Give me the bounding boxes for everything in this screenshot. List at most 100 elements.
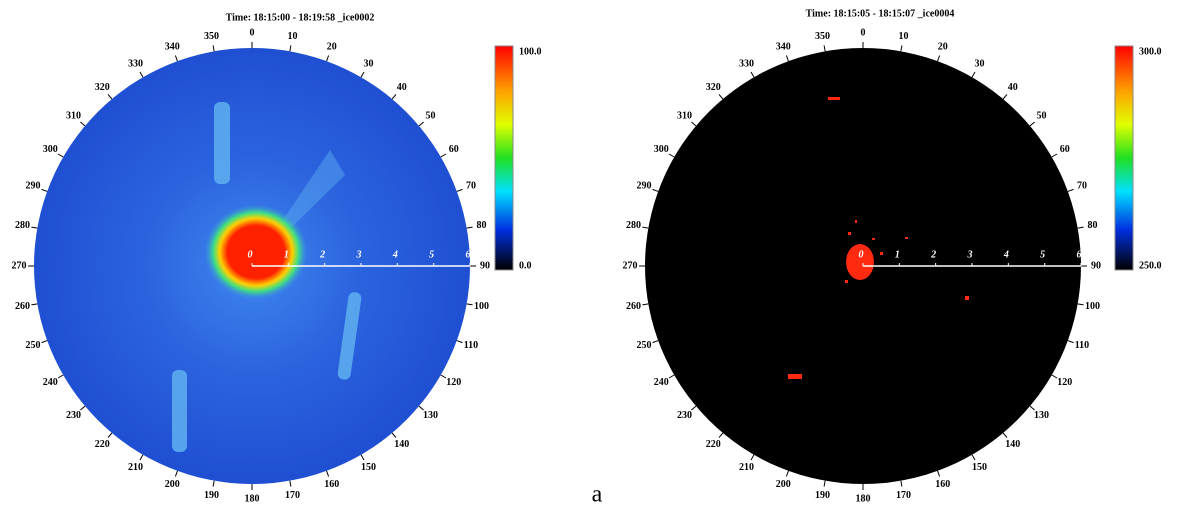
azimuth-label: 120 (446, 377, 461, 388)
azimuth-tick (326, 470, 330, 477)
azimuth-label: 200 (165, 479, 180, 490)
azimuth-tick (823, 480, 826, 487)
azimuth-tick (668, 153, 675, 158)
azimuth-label: 190 (204, 490, 219, 501)
azimuth-tick (668, 374, 675, 379)
azimuth-label: 90 (480, 260, 490, 271)
azimuth-tick (652, 340, 659, 344)
azimuth-tick (360, 454, 365, 461)
azimuth-label: 260 (15, 301, 30, 312)
azimuth-label: 160 (935, 479, 950, 490)
azimuth-tick (1051, 374, 1058, 379)
range-label: 2 (319, 249, 325, 260)
azimuth-label: 330 (739, 59, 754, 70)
azimuth-tick (31, 303, 38, 306)
azimuth-label: 230 (66, 410, 81, 421)
azimuth-label: 350 (815, 31, 830, 42)
azimuth-label: 110 (464, 340, 478, 351)
colorbar-max: 100.0 (519, 46, 542, 57)
azimuth-tick (41, 188, 48, 192)
azimuth-label: 120 (1057, 377, 1072, 388)
echo-streak (172, 370, 187, 452)
azimuth-label: 270 (12, 260, 27, 271)
azimuth-tick (80, 405, 86, 411)
azimuth-label: 100 (474, 301, 489, 312)
azimuth-label: 140 (394, 439, 409, 450)
azimuth-label: 320 (706, 82, 721, 93)
azimuth-tick (418, 121, 424, 127)
range-label: 4 (392, 249, 398, 260)
azimuth-label: 130 (1034, 410, 1049, 421)
azimuth-label: 30 (364, 59, 374, 70)
azimuth-tick (57, 374, 64, 379)
azimuth-label: 90 (1091, 260, 1101, 271)
azimuth-tick (440, 153, 447, 158)
azimuth-label: 160 (324, 479, 339, 490)
azimuth-tick (718, 432, 724, 438)
range-label: 6 (466, 249, 471, 260)
azimuth-tick (750, 71, 755, 78)
azimuth-label: 170 (285, 490, 300, 501)
azimuth-tick (107, 432, 113, 438)
azimuth-tick (1002, 432, 1008, 438)
azimuth-tick (289, 480, 292, 487)
azimuth-tick (456, 188, 463, 192)
azimuth-label: 180 (856, 493, 871, 504)
azimuth-label: 40 (397, 82, 407, 93)
azimuth-tick (212, 45, 215, 52)
azimuth-label: 50 (425, 111, 435, 122)
azimuth-label: 300 (43, 144, 58, 155)
azimuth-tick (139, 454, 144, 461)
azimuth-label: 210 (739, 462, 754, 473)
azimuth-tick (691, 405, 697, 411)
azimuth-tick (642, 226, 649, 229)
azimuth-label: 330 (128, 59, 143, 70)
colorbar-min: 0.0 (519, 260, 532, 271)
range-label: 0 (248, 249, 253, 260)
range-label: 2 (930, 249, 936, 260)
colorbar-max: 300.0 (1139, 46, 1162, 57)
azimuth-label: 290 (26, 181, 41, 192)
colorbar-min: 250.0 (1139, 260, 1162, 271)
azimuth-tick (718, 94, 724, 100)
range-label: 0 (859, 249, 864, 260)
azimuth-label: 130 (423, 410, 438, 421)
azimuth-label: 70 (1077, 181, 1087, 192)
azimuth-label: 80 (1087, 220, 1097, 231)
azimuth-label: 290 (637, 181, 652, 192)
azimuth-tick (691, 121, 697, 127)
azimuth-label: 60 (449, 144, 459, 155)
azimuth-label: 310 (677, 111, 692, 122)
azimuth-tick (1051, 153, 1058, 158)
azimuth-label: 0 (250, 27, 255, 38)
caption: a (592, 482, 603, 508)
azimuth-label: 10 (287, 31, 297, 42)
azimuth-tick (971, 71, 976, 78)
range-label: 3 (967, 249, 973, 260)
azimuth-label: 30 (975, 59, 985, 70)
azimuth-tick (174, 470, 178, 477)
range-label: 3 (356, 249, 362, 260)
azimuth-tick (440, 374, 447, 379)
range-label: 6 (1077, 249, 1082, 260)
panel-title: Time: 18:15:05 - 18:15:07 _ice0004 (806, 8, 955, 19)
azimuth-tick (1029, 405, 1035, 411)
azimuth-label: 210 (128, 462, 143, 473)
azimuth-tick (1077, 226, 1084, 229)
azimuth-label: 0 (861, 27, 866, 38)
range-label: 4 (1003, 249, 1009, 260)
azimuth-label: 240 (654, 377, 669, 388)
azimuth-label: 250 (637, 340, 652, 351)
range-label: 1 (284, 249, 289, 260)
range-label: 5 (1040, 249, 1045, 260)
echo-points (788, 97, 969, 379)
azimuth-label: 140 (1005, 439, 1020, 450)
azimuth-tick (174, 55, 178, 62)
echo-core (204, 204, 308, 300)
azimuth-label: 310 (66, 111, 81, 122)
azimuth-label: 320 (95, 82, 110, 93)
azimuth-label: 220 (95, 439, 110, 450)
